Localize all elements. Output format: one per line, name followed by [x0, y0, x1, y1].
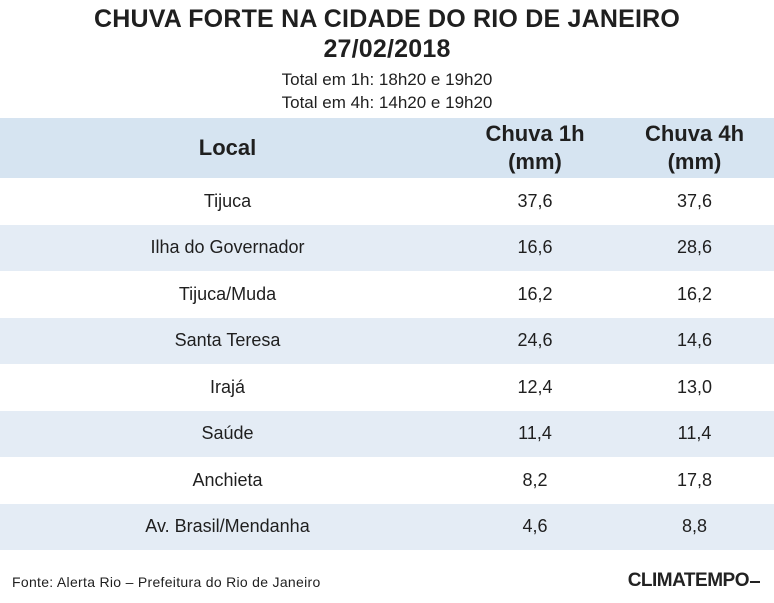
cell-chuva-1h: 8,2	[522, 469, 548, 490]
cell-chuva-4h: 16,2	[676, 283, 713, 304]
cell-local: Anchieta	[192, 469, 263, 490]
cell-chuva-1h: 16,2	[517, 283, 553, 304]
table-row: Santa Teresa 24,6 14,6	[0, 317, 774, 364]
cell-chuva-4h: 14,6	[676, 330, 713, 351]
cell-local: Av. Brasil/Mendanha	[145, 516, 310, 537]
cell-local: Irajá	[209, 376, 245, 397]
cell-chuva-4h: 28,6	[676, 237, 713, 258]
cell-chuva-1h: 16,6	[517, 237, 553, 258]
logo-dash-icon	[750, 581, 760, 583]
cell-local: Ilha do Governador	[150, 237, 305, 258]
header-chuva-4h-unit: (mm)	[667, 149, 722, 174]
cell-chuva-4h: 37,6	[676, 190, 713, 211]
table-row: Tijuca 37,6 37,6	[0, 178, 774, 225]
brand-wordmark: CLIMATEMPO	[627, 570, 750, 591]
subtitle-4h: Total em 4h: 14h20 e 19h20	[281, 93, 493, 112]
table-row: Tijuca/Muda 16,2 16,2	[0, 271, 774, 318]
cell-chuva-1h: 4,6	[522, 516, 548, 537]
table-row: Ilha do Governador 16,6 28,6	[0, 224, 774, 271]
cell-chuva-1h: 11,4	[518, 423, 552, 444]
cell-chuva-1h: 37,6	[517, 190, 553, 211]
page-date: 27/02/2018	[323, 35, 451, 63]
cell-local: Saúde	[201, 423, 254, 444]
header-local: Local	[198, 135, 257, 160]
rain-table: Local Chuva 1h (mm) Chuva 4h (mm) Tijuca…	[0, 118, 774, 550]
header-chuva-1h-unit: (mm)	[508, 149, 562, 174]
table-row: Av. Brasil/Mendanha 4,6 8,8	[0, 503, 774, 550]
table-row: Irajá 12,4 13,0	[0, 364, 774, 411]
table-row: Saúde 11,4 11,4	[0, 410, 774, 457]
cell-local: Tijuca	[203, 190, 252, 211]
cell-chuva-4h: 13,0	[676, 376, 713, 397]
subtitle-1h: Total em 1h: 18h20 e 19h20	[281, 70, 493, 89]
cell-chuva-4h: 17,8	[676, 469, 713, 490]
cell-local: Santa Teresa	[174, 330, 281, 351]
cell-local: Tijuca/Muda	[178, 283, 277, 304]
source-note: Fonte: Alerta Rio – Prefeitura do Rio de…	[12, 574, 321, 590]
table-header: Local Chuva 1h (mm) Chuva 4h (mm)	[0, 118, 774, 178]
cell-chuva-1h: 12,4	[517, 376, 553, 397]
header-chuva-1h-label: Chuva 1h	[485, 121, 585, 146]
page-title: CHUVA FORTE NA CIDADE DO RIO DE JANEIRO	[93, 5, 681, 33]
climatempo-logo: CLIMATEMPO	[628, 570, 760, 592]
header-chuva-4h: Chuva 4h (mm)	[615, 118, 774, 178]
cell-chuva-4h: 11,4	[677, 423, 712, 444]
cell-chuva-1h: 24,6	[517, 330, 553, 351]
cell-chuva-4h: 8,8	[681, 516, 708, 537]
header-chuva-1h: Chuva 1h (mm)	[455, 118, 615, 178]
header-chuva-4h-label: Chuva 4h	[644, 121, 745, 146]
table-row: Anchieta 8,2 17,8	[0, 457, 774, 504]
